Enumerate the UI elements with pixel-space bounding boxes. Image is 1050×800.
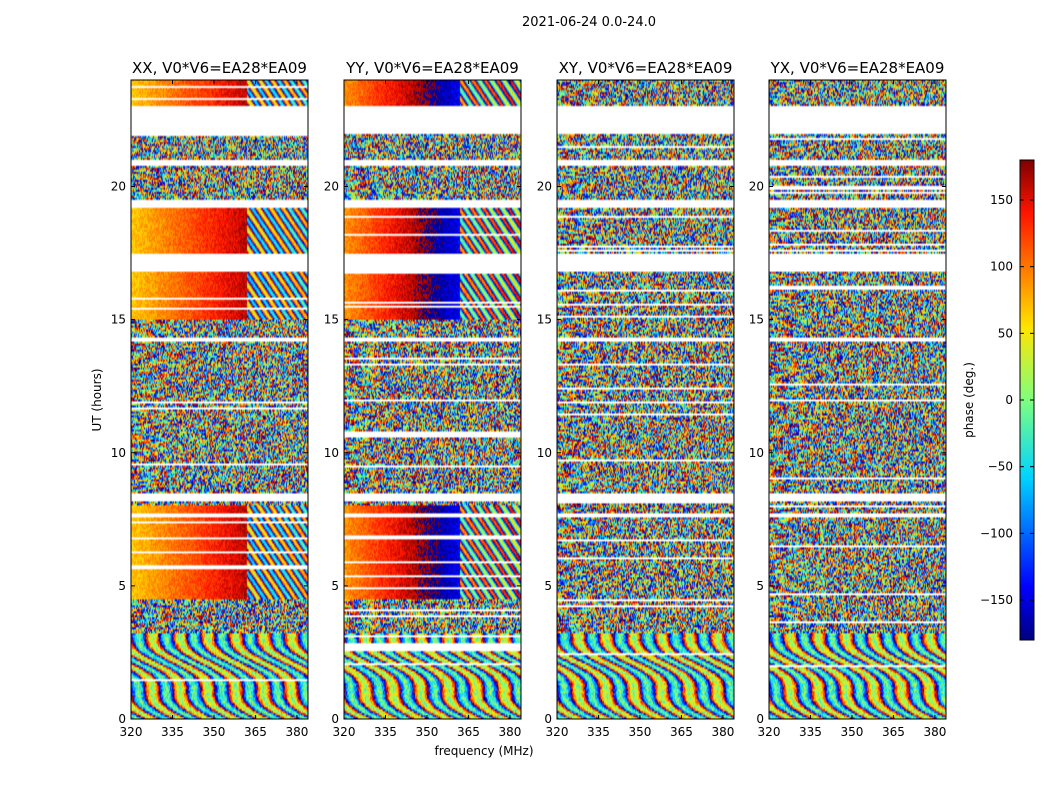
colorbar-tick-label: 150 <box>990 193 1013 207</box>
y-tick-label: 15 <box>537 313 552 327</box>
x-tick-label: 335 <box>374 725 397 739</box>
panel-xy: XY, V0*V6=EA28*EA09 320 335 350 365 380 0 5 10 15… <box>537 59 735 739</box>
y-tick-label: 0 <box>331 712 339 726</box>
x-tick-label: 365 <box>244 725 267 739</box>
x-tick-label: 365 <box>882 725 905 739</box>
x-tick-label: 320 <box>333 725 356 739</box>
colorbar-label: phase (deg.) <box>962 362 976 438</box>
panel-xx: XX, V0*V6=EA28*EA09 320 335 350 365 380 0 5 10 15… <box>111 59 309 739</box>
x-tick-label: 350 <box>416 725 439 739</box>
y-tick-label: 10 <box>111 446 126 460</box>
colorbar: 150 100 50 0 −50 −100 −150 phase (deg.) <box>962 159 1035 641</box>
y-tick-label: 20 <box>749 180 764 194</box>
x-tick-label: 350 <box>841 725 864 739</box>
y-tick-label: 10 <box>324 446 339 460</box>
y-axis-label: UT (hours) <box>90 368 104 431</box>
panel-yy: YY, V0*V6=EA28*EA09 320 335 350 365 380 0 5 10 15… <box>324 59 522 739</box>
panel-title-yx: YX, V0*V6=EA28*EA09 <box>770 59 945 77</box>
x-tick-label: 380 <box>711 725 734 739</box>
panel-frame <box>556 79 735 720</box>
panel-title-xy: XY, V0*V6=EA28*EA09 <box>559 59 733 77</box>
y-tick-label: 0 <box>756 712 764 726</box>
x-tick-label: 350 <box>203 725 226 739</box>
colorbar-tick-label: −50 <box>988 460 1013 474</box>
y-tick-label: 20 <box>537 180 552 194</box>
colorbar-tick-label: 0 <box>1005 393 1013 407</box>
x-tick-label: 380 <box>923 725 946 739</box>
y-tick-label: 5 <box>544 579 552 593</box>
panel-title-xx: XX, V0*V6=EA28*EA09 <box>132 59 307 77</box>
panel-title-yy: YY, V0*V6=EA28*EA09 <box>345 59 519 77</box>
colorbar-tick-label: −100 <box>980 526 1013 540</box>
x-tick-label: 335 <box>161 725 184 739</box>
x-tick-label: 365 <box>457 725 480 739</box>
x-tick-label: 320 <box>546 725 569 739</box>
colorbar-tick-label: 100 <box>990 260 1013 274</box>
colorbar-tick-label: −150 <box>980 593 1013 607</box>
phase-heatmap-yy <box>344 80 521 719</box>
y-tick-label: 20 <box>324 180 339 194</box>
x-tick-label: 350 <box>629 725 652 739</box>
x-axis-label: frequency (MHz) <box>434 744 533 758</box>
y-tick-label: 0 <box>118 712 126 726</box>
phase-heatmap-xy <box>557 80 734 719</box>
panel-yx: YX, V0*V6=EA28*EA09 320 335 350 365 380 0 5 10 15… <box>749 59 947 739</box>
y-tick-label: 15 <box>749 313 764 327</box>
y-tick-label: 0 <box>544 712 552 726</box>
colorbar-tick-label: 50 <box>998 326 1013 340</box>
x-tick-label: 380 <box>498 725 521 739</box>
y-tick-label: 15 <box>111 313 126 327</box>
x-tick-label: 380 <box>285 725 308 739</box>
x-tick-label: 335 <box>587 725 610 739</box>
panels-group: XX, V0*V6=EA28*EA09 320 335 350 365 380 0 5 10 15… <box>111 59 947 739</box>
figure-title: 2021-06-24 0.0-24.0 <box>522 15 656 30</box>
x-tick-label: 320 <box>758 725 781 739</box>
panel-frame <box>130 79 309 720</box>
panel-frame <box>768 79 947 720</box>
x-tick-label: 320 <box>120 725 143 739</box>
phase-heatmap-xx <box>131 80 308 719</box>
y-tick-label: 5 <box>331 579 339 593</box>
x-tick-label: 365 <box>670 725 693 739</box>
y-tick-label: 10 <box>749 446 764 460</box>
x-tick-label: 335 <box>799 725 822 739</box>
colorbar-ticks: 150 100 50 0 −50 −100 −150 <box>980 193 1034 607</box>
phase-heatmap-yx <box>769 80 946 719</box>
y-tick-label: 10 <box>537 446 552 460</box>
y-tick-label: 20 <box>111 180 126 194</box>
y-tick-label: 5 <box>756 579 764 593</box>
y-tick-label: 5 <box>118 579 126 593</box>
y-tick-label: 15 <box>324 313 339 327</box>
panel-frame <box>343 79 522 720</box>
